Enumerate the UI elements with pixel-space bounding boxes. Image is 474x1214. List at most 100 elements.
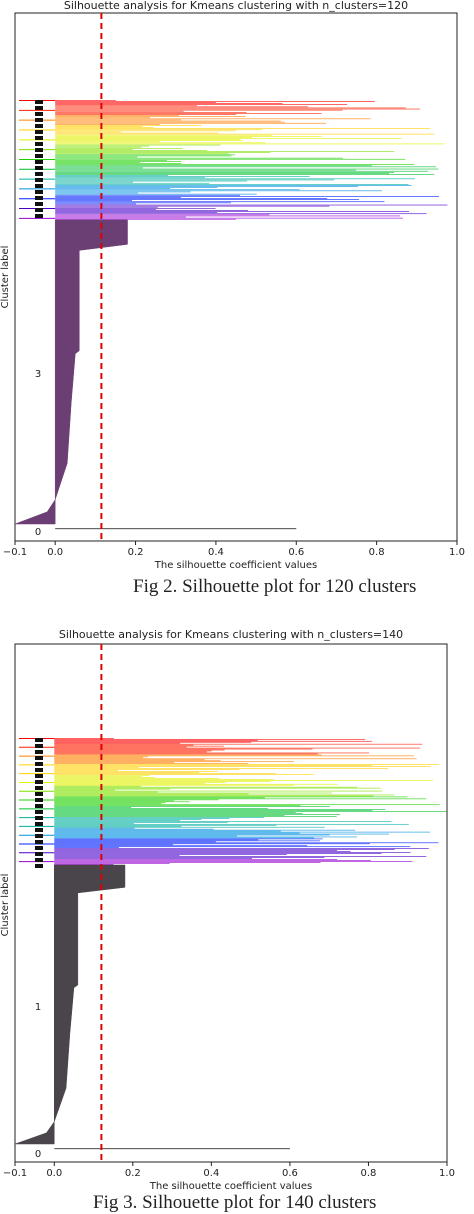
cluster-bar	[54, 794, 395, 796]
cluster-bar	[54, 739, 258, 741]
cluster-bar	[55, 204, 448, 206]
cluster-bar	[54, 844, 174, 846]
cluster-bar	[54, 780, 434, 781]
cluster-bar	[55, 167, 143, 169]
cluster-bar	[55, 109, 343, 111]
cluster-bar	[55, 182, 210, 184]
cluster-bar	[55, 178, 415, 180]
cluster-bar	[54, 797, 265, 799]
x-axis-label: The silhouette coefficient values	[149, 1181, 313, 1192]
cluster-bar	[54, 754, 322, 756]
cluster-label-glyph	[35, 112, 43, 116]
cluster-bar	[54, 764, 440, 765]
cluster-bar	[54, 811, 447, 812]
cluster-label-glyph	[35, 154, 43, 158]
cluster-bar	[55, 152, 271, 153]
cluster-bar	[54, 832, 300, 834]
cluster-bar	[55, 215, 401, 217]
cluster-bar	[54, 837, 315, 839]
cluster-bar	[55, 169, 356, 171]
large-cluster-label: 3	[35, 369, 41, 380]
cluster-bar	[55, 129, 263, 131]
cluster-bar	[55, 218, 236, 220]
cluster-bar	[55, 154, 235, 156]
cluster-bar	[54, 753, 318, 755]
cluster-bar	[55, 110, 184, 112]
cluster-bar	[54, 807, 132, 808]
cluster-bar	[54, 744, 194, 746]
cluster-bar	[54, 836, 358, 838]
cluster-bar	[55, 165, 373, 167]
cluster-bar	[54, 864, 114, 865]
cluster-bar	[54, 741, 252, 743]
cluster-bar	[55, 181, 133, 183]
cluster-bar	[54, 776, 143, 777]
cluster-bar	[55, 107, 406, 109]
cluster-bar	[55, 151, 395, 152]
cluster-bar	[55, 210, 248, 211]
cluster-bar	[55, 126, 143, 127]
cluster-label-glyph	[35, 792, 43, 796]
bottom-cluster-bar	[54, 1148, 290, 1150]
cluster-label-glyph	[35, 738, 43, 742]
cluster-bar	[54, 765, 373, 766]
cluster-bar	[55, 121, 285, 123]
cluster-bar	[55, 163, 182, 164]
cluster-bar	[54, 789, 115, 791]
cluster-bar	[54, 846, 411, 848]
cluster-bar	[54, 788, 171, 790]
cluster-label-glyph	[35, 208, 43, 212]
cluster-label-glyph	[35, 172, 43, 176]
cluster-bar	[54, 852, 411, 853]
cluster-bar	[55, 214, 270, 216]
figure-caption-120: Fig 2. Silhouette plot for 120 clusters	[133, 576, 417, 597]
cluster-bar	[54, 749, 225, 751]
y-axis-label: Cluster label	[0, 246, 11, 309]
cluster-bar	[54, 829, 356, 831]
cluster-bar	[55, 119, 181, 121]
cluster-bar	[55, 193, 257, 195]
cluster-label-glyph	[35, 118, 43, 122]
cluster-label-glyph	[35, 828, 43, 832]
cluster-bar	[55, 168, 439, 170]
cluster-bar	[55, 203, 137, 205]
x-tick-label: 0.0	[46, 1168, 62, 1179]
cluster-bar	[54, 758, 417, 760]
cluster-bar	[54, 795, 374, 797]
cluster-bar	[54, 800, 174, 802]
cluster-bar	[55, 177, 205, 179]
cluster-label-glyph	[35, 130, 43, 134]
cluster-bar	[54, 752, 370, 754]
cluster-bar	[54, 771, 218, 772]
cluster-bar	[54, 799, 219, 801]
cluster-bar	[55, 201, 385, 203]
cluster-bar	[54, 840, 320, 842]
cluster-bar	[55, 141, 161, 143]
cluster-label-glyph	[35, 804, 43, 808]
cluster-bar	[54, 782, 205, 784]
cluster-bar	[54, 821, 392, 822]
cluster-bar	[54, 773, 276, 774]
plot-frame	[14, 643, 448, 1163]
cluster-bar	[54, 847, 119, 849]
cluster-label-glyph	[35, 124, 43, 128]
small-cluster-labels	[35, 738, 43, 868]
cluster-bar	[54, 839, 259, 841]
cluster-label-glyph	[35, 810, 43, 814]
cluster-bar	[55, 175, 168, 176]
cluster-bar	[55, 136, 322, 137]
cluster-bar	[55, 185, 412, 186]
cluster-bar	[54, 822, 228, 823]
cluster-bar	[54, 842, 439, 844]
cluster-bar	[55, 174, 435, 175]
x-axis-label: The silhouette coefficient values	[154, 560, 318, 571]
cluster-bar	[54, 855, 180, 856]
cluster-label-glyph	[35, 822, 43, 826]
cluster-bar	[55, 150, 208, 151]
cluster-bar	[54, 854, 287, 855]
cluster-bar	[55, 108, 421, 110]
cluster-bar	[55, 190, 382, 192]
chart-title: Silhouette analysis for Kmeans clusterin…	[64, 0, 408, 12]
x-tick-label: 0.6	[288, 547, 304, 558]
cluster-bar	[54, 862, 321, 863]
